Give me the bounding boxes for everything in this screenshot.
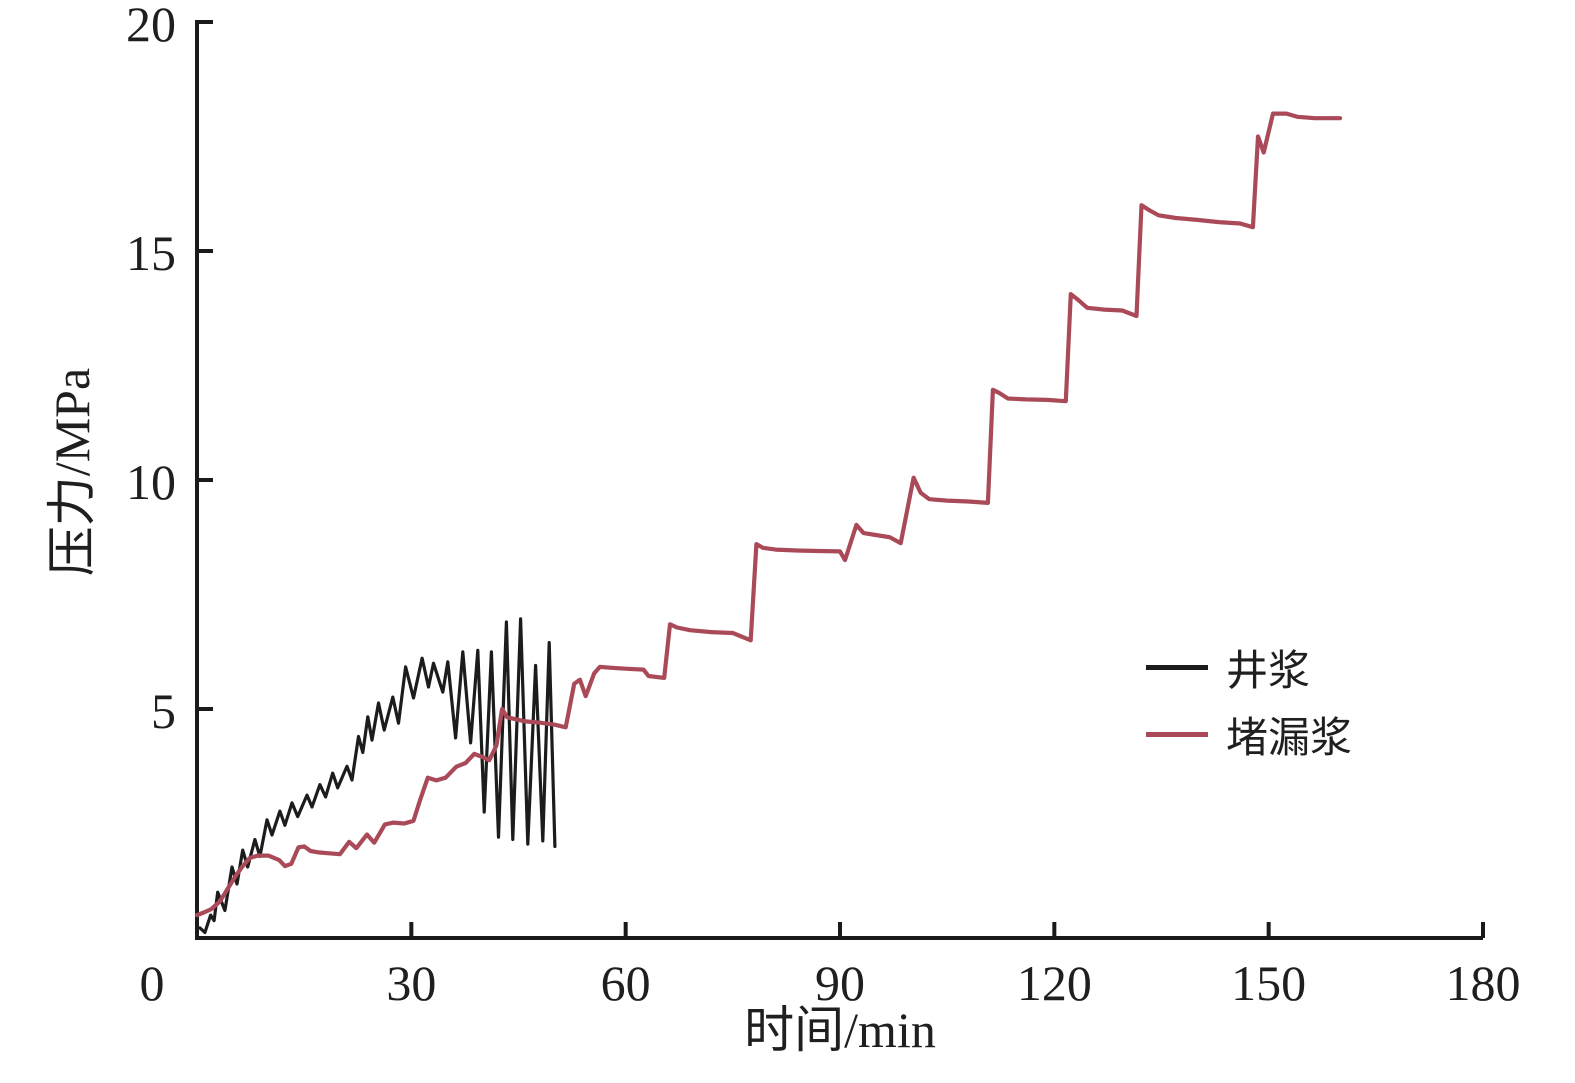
legend-item: 堵漏浆 <box>1146 701 1352 768</box>
y-axis-title: 压力/MPa <box>44 367 100 577</box>
x-tick-label: 120 <box>1017 955 1092 1011</box>
x-tick-label: 0 <box>140 955 165 1011</box>
legend-line-red-icon <box>1146 732 1208 737</box>
y-tick-label: 10 <box>126 454 176 510</box>
y-tick-label: 15 <box>126 225 176 281</box>
series-line-1 <box>194 111 1343 918</box>
x-tick-label: 60 <box>601 955 651 1011</box>
series-line-0 <box>198 617 557 935</box>
legend-item: 井浆 <box>1146 634 1352 701</box>
x-tick-label: 30 <box>386 955 436 1011</box>
x-tick-label: 90 <box>815 955 865 1011</box>
legend-label: 堵漏浆 <box>1226 716 1353 762</box>
x-tick-label: 180 <box>1446 955 1521 1011</box>
legend-line-black-icon <box>1146 665 1208 670</box>
y-tick-label: 20 <box>126 0 176 52</box>
y-tick-label: 5 <box>151 683 176 739</box>
x-tick-label: 150 <box>1231 955 1306 1011</box>
x-axis-title: 时间/min <box>744 1002 936 1058</box>
legend: 井浆 堵漏浆 <box>1146 634 1352 768</box>
axis-spines <box>195 20 1483 940</box>
legend-label: 井浆 <box>1226 649 1311 695</box>
